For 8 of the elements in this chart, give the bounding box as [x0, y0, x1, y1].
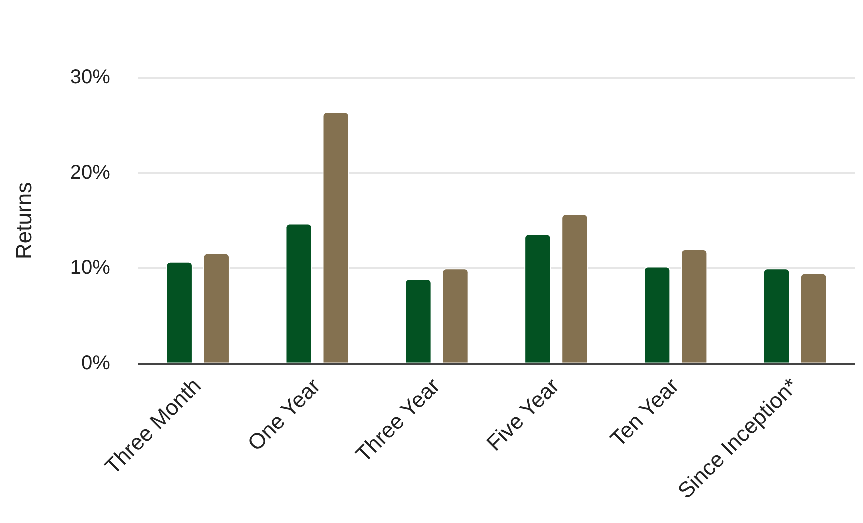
x-tick-label: Five Year	[482, 373, 564, 456]
y-tick-label: 10%	[70, 257, 111, 280]
x-tick-label: One Year	[242, 373, 326, 456]
y-axis-title: Returns	[11, 182, 36, 260]
y-tick-label: 20%	[70, 162, 111, 184]
y-tick-label: 0%	[82, 352, 111, 374]
x-tick-label: Ten Year	[605, 373, 684, 452]
y-tick-label: 30%	[70, 66, 111, 89]
